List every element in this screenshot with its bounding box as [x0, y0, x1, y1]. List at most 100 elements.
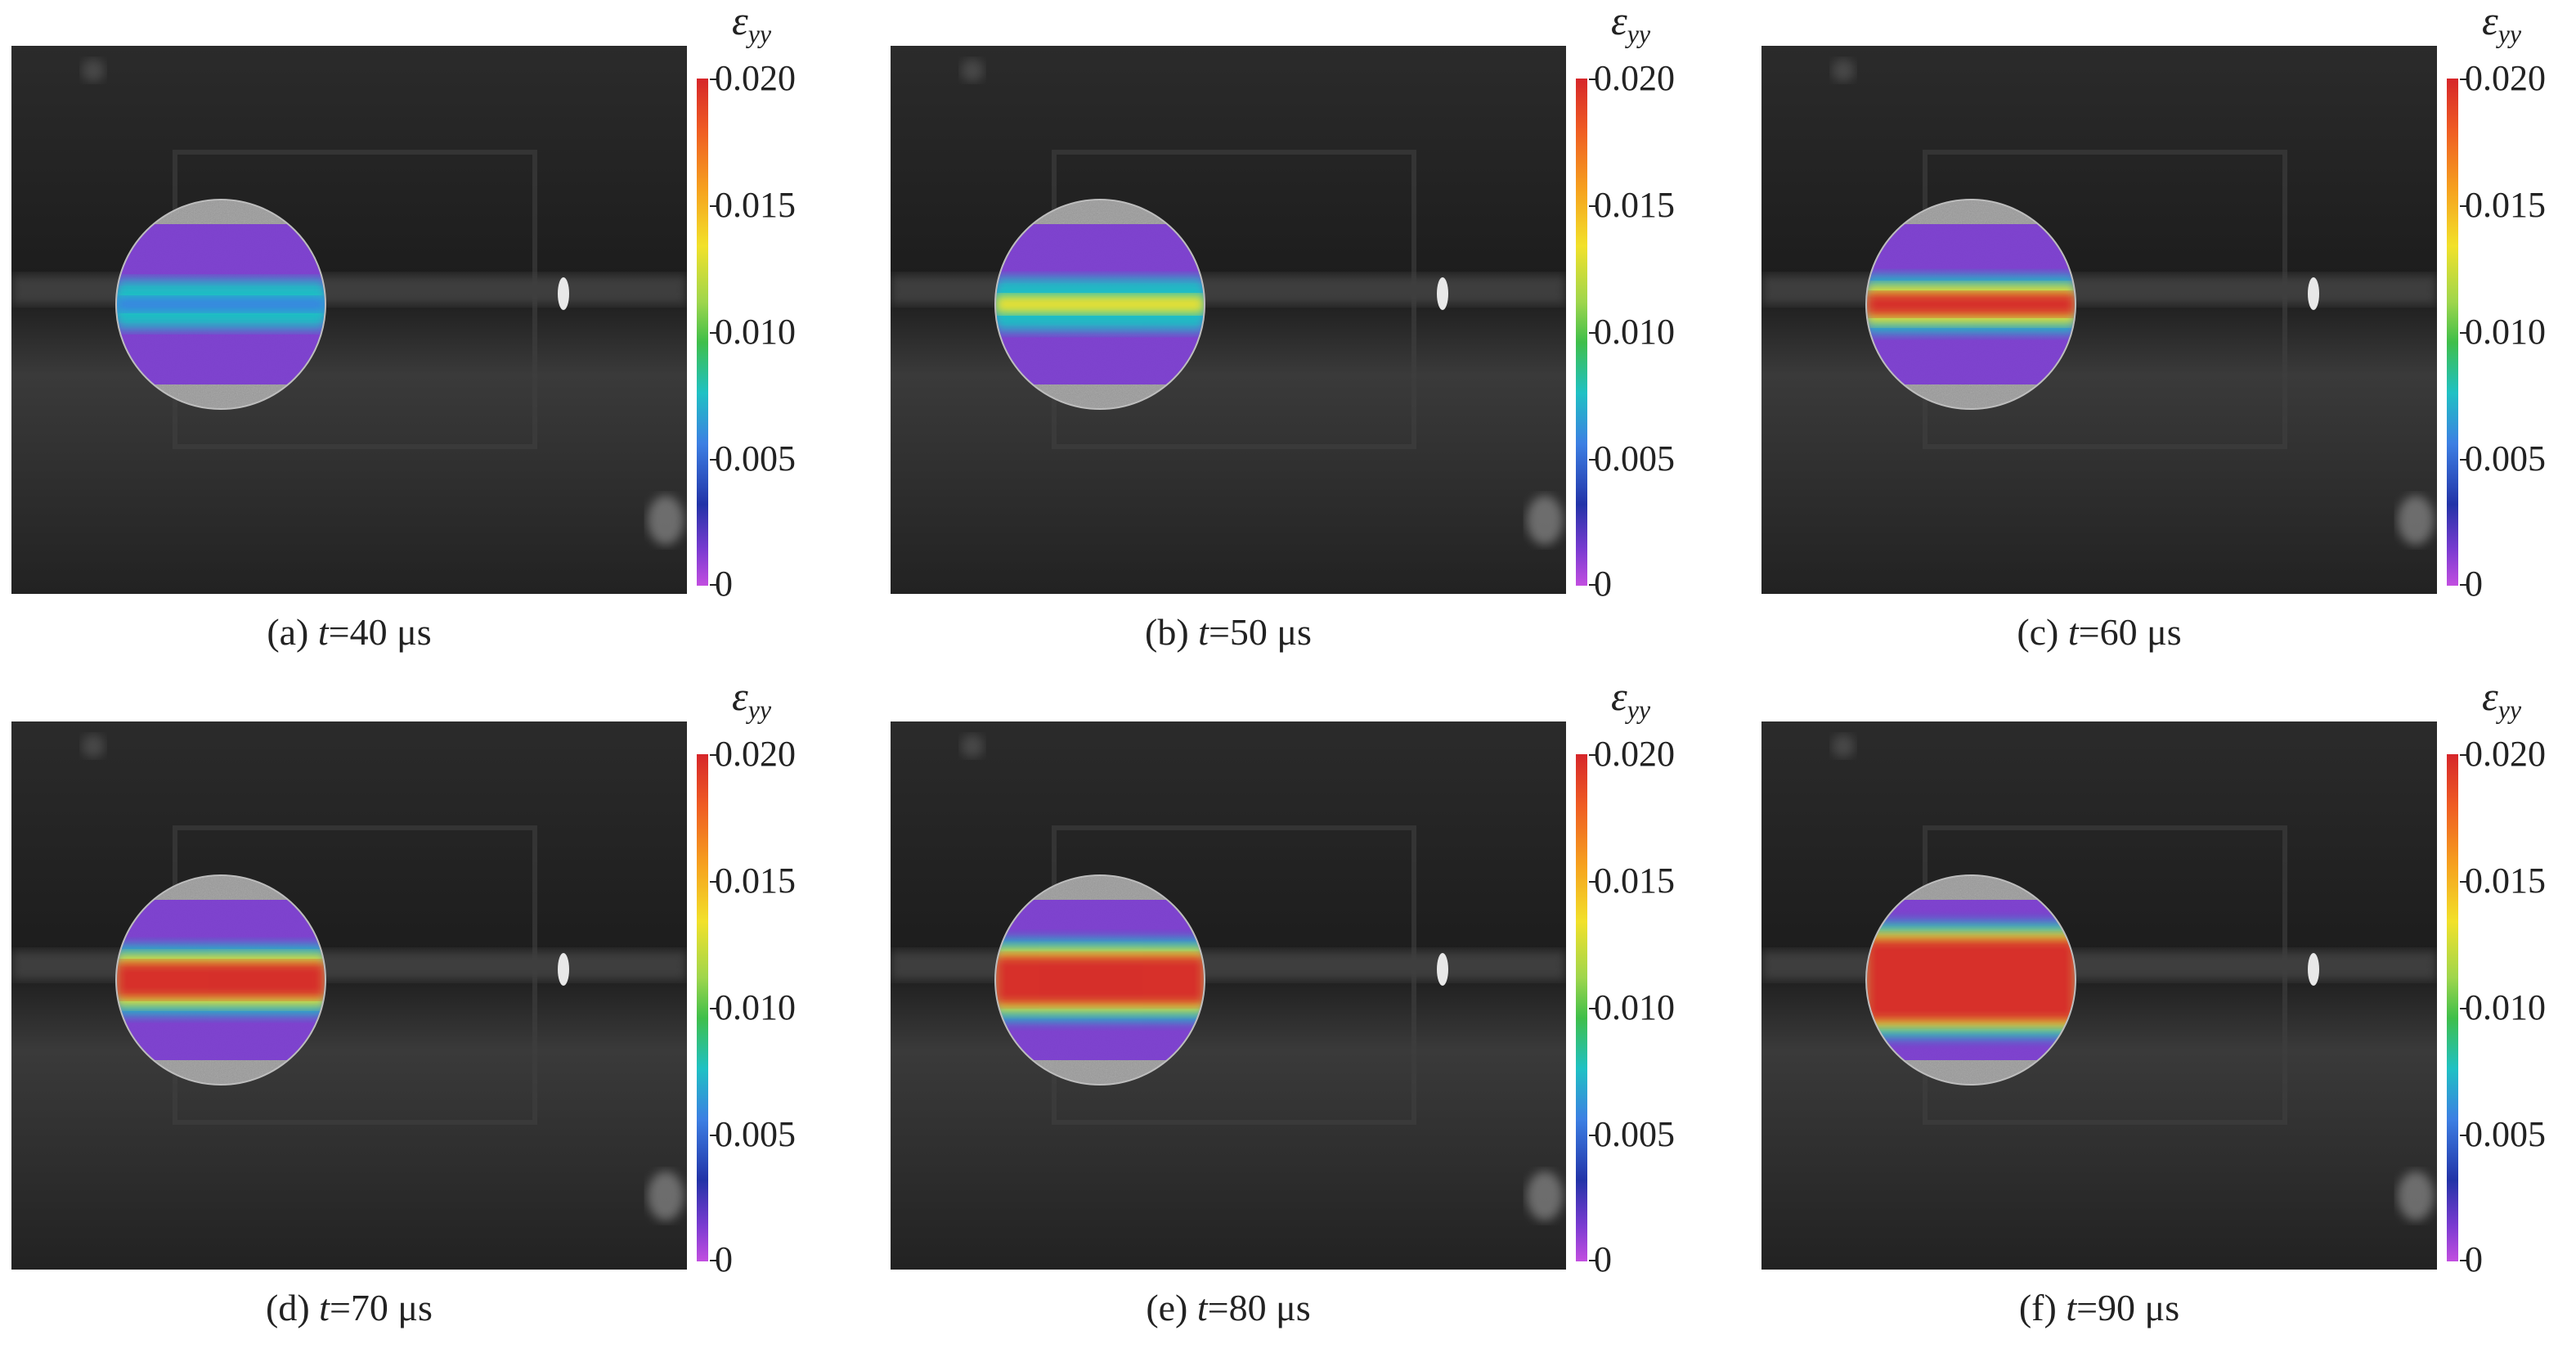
colorbar-title: εyy	[732, 0, 772, 48]
colorbar-tick: 0	[715, 564, 733, 604]
colorbar-tick: 0	[2465, 564, 2483, 604]
colorbar	[697, 754, 708, 1261]
colorbar-tick: 0.020	[1594, 734, 1675, 774]
reflection-right	[2308, 277, 2319, 310]
strain-band	[1866, 939, 2076, 1021]
colorbar	[1576, 79, 1587, 586]
colorbar-tick: 0.010	[2465, 987, 2546, 1027]
dust-spot	[82, 735, 105, 757]
loading-bar	[1761, 275, 2437, 304]
colorbar-tick: 0.010	[715, 987, 796, 1027]
colorbar-tick: 0.010	[1594, 312, 1675, 352]
colorbar-tick: 0.010	[715, 312, 796, 352]
photo-background	[11, 721, 687, 1270]
dic-frame-svg	[891, 46, 1566, 594]
colorbar-tick: 0.005	[715, 1114, 796, 1154]
glare-spot	[2398, 496, 2434, 545]
specimen-disc	[994, 199, 1205, 410]
strain-band	[116, 297, 325, 312]
panel-b: εyy 0.020 0.015 0.010 0.005 0 (b) t=50 μ…	[879, 0, 1730, 671]
colorbar-tick: 0.010	[2465, 312, 2546, 352]
loading-bar	[891, 951, 1566, 980]
colorbar-tick: 0.005	[2465, 1114, 2546, 1154]
panel-c: εyy 0.020 0.015 0.010 0.005 0 (c) t=60 μ…	[1750, 0, 2576, 671]
dic-image-c	[1761, 46, 2437, 594]
colorbar	[2447, 79, 2458, 586]
specimen-disc	[115, 199, 326, 410]
photo-background	[891, 721, 1566, 1270]
colorbar-tick: 0.005	[2465, 438, 2546, 479]
specimen-disc	[994, 874, 1205, 1086]
dust-spot	[1832, 735, 1855, 757]
strain-band	[995, 294, 1205, 314]
panel-d: εyy 0.020 0.015 0.010 0.005 0 (d) t=70 μ…	[0, 676, 850, 1346]
dic-image-a	[11, 46, 687, 594]
loading-bar	[11, 275, 687, 304]
panel-caption: (c) t=60 μs	[2017, 611, 2182, 653]
colorbar-tick: 0.005	[715, 438, 796, 479]
strain-band	[116, 962, 325, 998]
colorbar	[697, 79, 708, 586]
dic-frame-svg	[11, 721, 687, 1270]
panel-caption: (e) t=80 μs	[1146, 1287, 1311, 1328]
colorbar-tick: 0.015	[715, 861, 796, 901]
dic-frame-svg	[891, 721, 1566, 1270]
colorbar-title: εyy	[1611, 0, 1651, 48]
specimen-disc	[1865, 199, 2076, 410]
colorbar-title: εyy	[732, 673, 772, 724]
colorbar-tick: 0	[1594, 1239, 1612, 1279]
dust-spot	[961, 735, 984, 757]
dic-frame-svg	[1761, 46, 2437, 594]
panel-caption: (b) t=50 μs	[1145, 611, 1312, 653]
colorbar-tick: 0.015	[2465, 861, 2546, 901]
dust-spot	[961, 59, 984, 82]
colorbar-tick: 0.015	[1594, 861, 1675, 901]
colorbar-tick: 0.005	[1594, 438, 1675, 479]
photo-background	[1761, 721, 2437, 1270]
colorbar-title: εyy	[2482, 673, 2522, 724]
photo-background	[891, 46, 1566, 594]
glare-spot	[648, 496, 684, 545]
colorbar-title: εyy	[1611, 673, 1651, 724]
panel-caption: (a) t=40 μs	[267, 611, 432, 653]
panel-e: εyy 0.020 0.015 0.010 0.005 0 (e) t=80 μ…	[879, 676, 1730, 1346]
colorbar-tick: 0.020	[2465, 734, 2546, 774]
strain-band	[995, 955, 1205, 1005]
glare-spot	[648, 1171, 684, 1220]
colorbar-tick: 0.015	[1594, 185, 1675, 225]
dic-frame-svg	[1761, 721, 2437, 1270]
specimen-disc	[1865, 874, 2076, 1086]
colorbar-title: εyy	[2482, 0, 2522, 48]
colorbar-tick: 0	[2465, 1239, 2483, 1279]
colorbar-tick: 0.015	[2465, 185, 2546, 225]
reflection-right	[1437, 277, 1448, 310]
reflection-right	[2308, 953, 2319, 986]
glare-spot	[1527, 1171, 1563, 1220]
dust-spot	[1832, 59, 1855, 82]
colorbar-tick: 0.005	[1594, 1114, 1675, 1154]
dic-image-d	[11, 721, 687, 1270]
photo-background	[1761, 46, 2437, 594]
colorbar-tick: 0.020	[715, 58, 796, 98]
specimen-disc	[115, 874, 326, 1086]
panel-f: εyy 0.020 0.015 0.010 0.005 0 (f) t=90 μ…	[1750, 676, 2576, 1346]
strain-band	[1866, 293, 2076, 316]
dic-image-b	[891, 46, 1566, 594]
colorbar-tick: 0.010	[1594, 987, 1675, 1027]
dust-spot	[82, 59, 105, 82]
loading-bar	[1761, 951, 2437, 980]
colorbar-tick: 0	[1594, 564, 1612, 604]
colorbar-tick: 0.020	[715, 734, 796, 774]
reflection-right	[558, 277, 569, 310]
reflection-right	[558, 953, 569, 986]
colorbar-tick: 0.020	[2465, 58, 2546, 98]
photo-background	[11, 46, 687, 594]
dic-frame-svg	[11, 46, 687, 594]
colorbar-tick: 0.020	[1594, 58, 1675, 98]
colorbar-tick: 0.015	[715, 185, 796, 225]
dic-image-f	[1761, 721, 2437, 1270]
panel-a: εyy 0.020 0.015 0.010 0.005 0 (a) t=40 μ…	[0, 0, 850, 671]
colorbar	[1576, 754, 1587, 1261]
loading-bar	[891, 275, 1566, 304]
glare-spot	[2398, 1171, 2434, 1220]
